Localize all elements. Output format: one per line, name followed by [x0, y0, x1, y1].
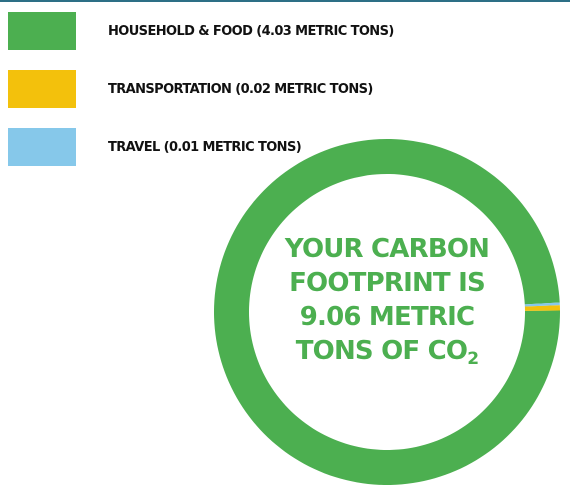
donut-slice-transportation — [524, 305, 560, 311]
center-text-line-4: TONS OF CO2 — [282, 334, 492, 368]
legend-label-transportation: TRANSPORTATION (0.02 METRIC TONS) — [108, 81, 373, 97]
legend-item-household-food: HOUSEHOLD & FOOD (4.03 METRIC TONS) — [8, 12, 394, 50]
legend: HOUSEHOLD & FOOD (4.03 METRIC TONS) TRAN… — [8, 12, 394, 166]
donut-center-text: YOUR CARBON FOOTPRINT IS 9.06 METRIC TON… — [282, 232, 492, 368]
legend-item-transportation: TRANSPORTATION (0.02 METRIC TONS) — [8, 70, 394, 108]
center-text-line-4-main: TONS OF CO — [295, 336, 468, 366]
center-text-line-2: FOOTPRINT IS — [289, 268, 486, 298]
center-text-line-3: 9.06 METRIC — [299, 302, 475, 332]
center-text-line-1: YOUR CARBON — [284, 234, 490, 264]
legend-label-household-food: HOUSEHOLD & FOOD (4.03 METRIC TONS) — [108, 23, 394, 39]
legend-swatch-household-food — [8, 12, 76, 50]
donut-slice-travel — [524, 302, 560, 307]
legend-swatch-transportation — [8, 70, 76, 108]
legend-item-travel: TRAVEL (0.01 METRIC TONS) — [8, 128, 394, 166]
legend-swatch-travel — [8, 128, 76, 166]
top-border — [0, 0, 570, 2]
center-text-line-4-sub: 2 — [467, 349, 479, 369]
legend-label-travel: TRAVEL (0.01 METRIC TONS) — [108, 139, 302, 155]
